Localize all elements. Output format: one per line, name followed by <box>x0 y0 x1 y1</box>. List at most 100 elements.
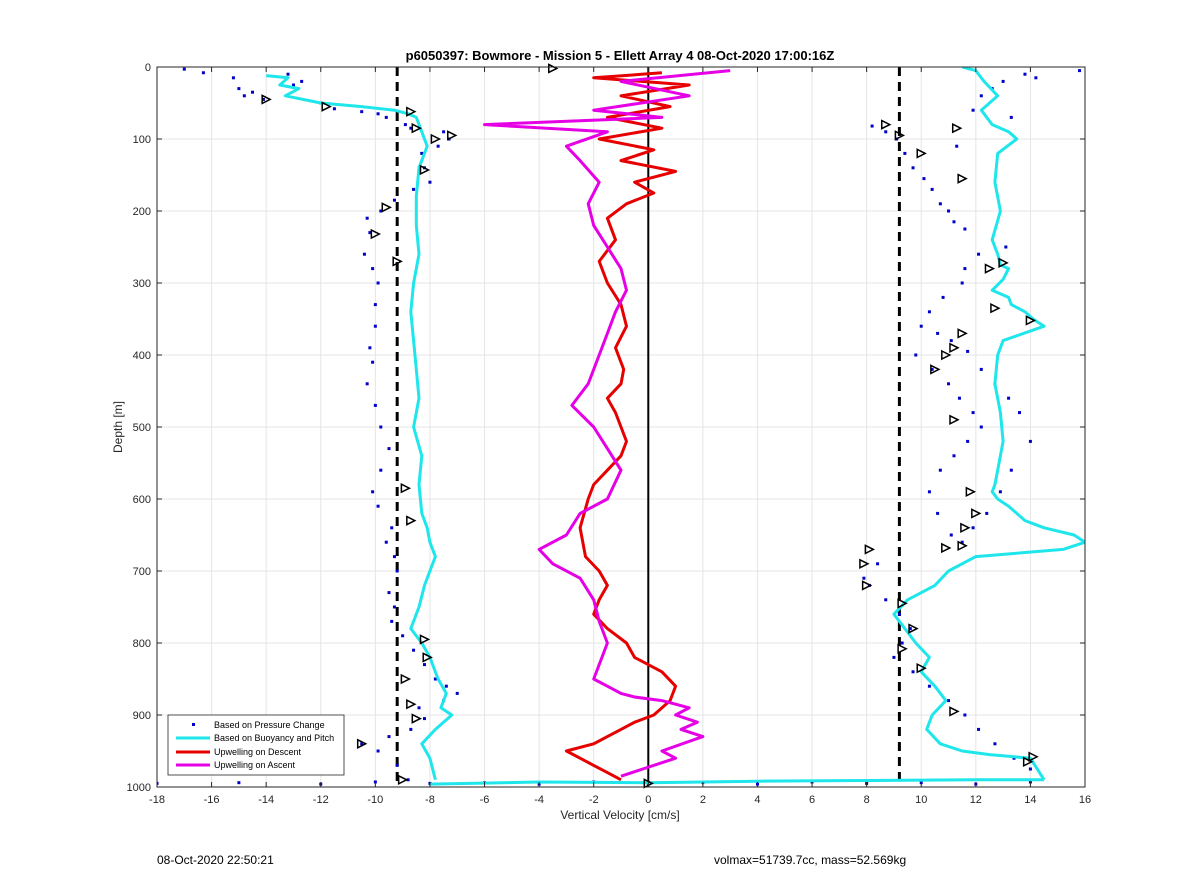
legend-label-pressure: Based on Pressure Change <box>214 720 325 730</box>
scatter-point <box>373 303 377 307</box>
series-line <box>564 71 691 782</box>
triangle-marker <box>957 540 968 552</box>
x-tick-label: -10 <box>367 794 383 806</box>
scatter-point <box>1028 767 1032 771</box>
triangle-marker <box>984 263 996 274</box>
scatter-point <box>919 324 923 328</box>
triangle-marker <box>861 580 873 591</box>
scatter-point <box>379 209 383 213</box>
triangle-marker <box>392 256 403 267</box>
scatter-point <box>952 454 956 458</box>
scatter-point <box>387 447 391 451</box>
scatter-point <box>291 83 295 87</box>
legend: Based on Pressure Change Based on Buoyan… <box>167 714 345 776</box>
scatter-point <box>371 360 375 364</box>
scatter-point <box>376 112 380 116</box>
scatter-point <box>892 655 896 659</box>
y-axis-label: Depth [m] <box>111 401 125 453</box>
scatter-point <box>368 346 372 350</box>
triangle-marker <box>971 508 982 519</box>
scatter-point <box>1001 79 1005 83</box>
scatter-point <box>903 151 907 155</box>
x-tick-label: -6 <box>480 794 490 806</box>
scatter-point <box>442 130 446 134</box>
triangle-marker <box>957 328 968 339</box>
x-tick-label: 8 <box>864 794 870 806</box>
scatter-point <box>365 216 369 220</box>
scatter-point <box>971 526 975 530</box>
triangle-marker <box>864 544 876 555</box>
x-tick-label: 2 <box>700 794 706 806</box>
legend-item-ascent: Upwelling on Ascent <box>176 760 296 770</box>
triangle-marker <box>960 522 971 534</box>
triangle-marker <box>897 643 908 654</box>
scatter-point <box>897 612 901 616</box>
scatter-point <box>1034 76 1038 80</box>
scatter-point <box>300 79 304 83</box>
scatter-point <box>977 727 981 731</box>
legend-label-buoyancy: Based on Buoyancy and Pitch <box>214 733 334 743</box>
scatter-point <box>379 468 383 472</box>
series-upwelling-on-descent <box>564 71 691 782</box>
triangle-marker <box>957 173 968 184</box>
triangle-marker <box>419 634 431 645</box>
scatter-point <box>876 562 880 566</box>
y-tick-label: 400 <box>133 350 151 362</box>
triangle-marker <box>990 302 1001 314</box>
scatter-point <box>455 691 459 695</box>
scatter-point <box>371 490 375 494</box>
scatter-point <box>428 180 432 184</box>
scatter-point <box>417 706 421 710</box>
scatter-point <box>373 780 377 784</box>
scatter-point <box>1028 780 1032 784</box>
scatter-point <box>927 684 931 688</box>
scatter-point <box>960 281 964 285</box>
triangle-marker <box>321 101 332 112</box>
scatter-point <box>900 641 904 645</box>
scatter-point <box>392 198 396 202</box>
scatter-point <box>911 166 915 170</box>
triangle-marker <box>941 542 952 554</box>
scatter-point <box>963 227 967 231</box>
scatter-point <box>395 763 399 767</box>
y-ticks: 0 100 200 300 400 500 600 700 800 900 1000 <box>127 62 1085 794</box>
scatter-point <box>947 209 951 213</box>
scatter-point <box>952 220 956 224</box>
triangle-marker <box>949 706 960 717</box>
scatter-point <box>444 684 448 688</box>
legend-item-buoyancy: Based on Buoyancy and Pitch <box>176 733 334 743</box>
x-tick-label: 4 <box>754 794 760 806</box>
triangle-marker <box>881 119 892 130</box>
scatter-point <box>392 555 396 559</box>
scatter-point <box>914 353 918 357</box>
triangle-marker <box>422 652 433 663</box>
scatter-point <box>401 634 405 638</box>
x-tick-label: 16 <box>1079 794 1091 806</box>
scatter-point <box>884 130 888 134</box>
scatter-point <box>936 511 940 515</box>
scatter-point <box>930 367 934 371</box>
triangle-marker <box>894 130 906 141</box>
y-tick-label: 700 <box>133 566 151 578</box>
scatter-point <box>376 749 380 753</box>
triangle-marker <box>397 774 409 786</box>
x-tick-label: -8 <box>425 794 435 806</box>
triangle-marker <box>381 202 392 213</box>
scatter-point <box>420 151 424 155</box>
legend-swatch-pressure <box>192 723 195 726</box>
scatter-point <box>985 511 989 515</box>
scatter-point <box>373 403 377 407</box>
triangle-marker <box>908 623 919 634</box>
scatter-point <box>362 252 366 256</box>
scatter-point <box>360 110 364 114</box>
scatter-point <box>993 742 997 746</box>
series-upwelling-on-ascent <box>483 69 731 778</box>
scatter-point <box>927 310 931 314</box>
scatter-point <box>1017 411 1021 415</box>
scatter-point <box>922 177 926 181</box>
triangle-marker <box>430 133 442 145</box>
scatter-point <box>390 619 394 623</box>
scatter-point <box>436 144 440 148</box>
scatter-point <box>949 339 953 343</box>
